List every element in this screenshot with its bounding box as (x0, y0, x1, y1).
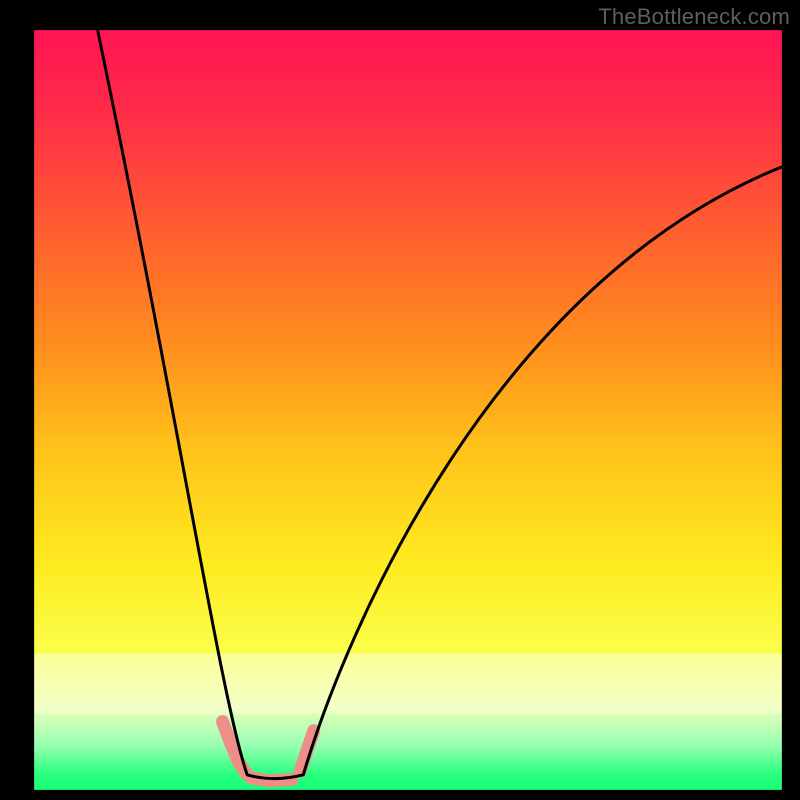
frame-right (782, 0, 800, 800)
frame-left (0, 0, 34, 800)
gradient-background (0, 0, 800, 800)
chart-container: TheBottleneck.com (0, 0, 800, 800)
frame-bottom (0, 790, 800, 800)
watermark-text: TheBottleneck.com (598, 4, 790, 30)
